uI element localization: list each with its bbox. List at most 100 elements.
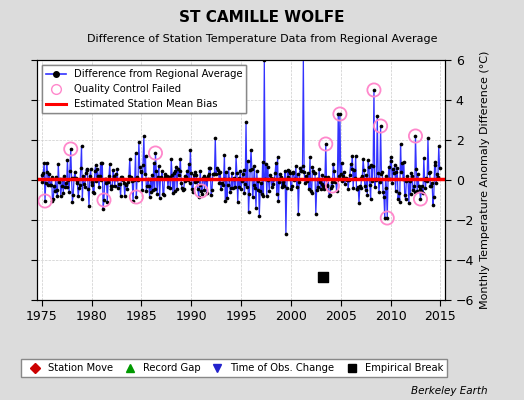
Point — [281, 168, 289, 174]
Point — [214, 170, 223, 176]
Point — [268, 176, 277, 182]
Point — [331, 178, 339, 185]
Point — [414, 171, 422, 178]
Point — [157, 174, 166, 180]
Point — [109, 167, 117, 173]
Point — [370, 183, 379, 190]
Point — [78, 196, 86, 202]
Point — [326, 185, 335, 191]
Point — [350, 167, 358, 174]
Point — [418, 183, 427, 189]
Point — [289, 170, 298, 176]
Point — [382, 185, 390, 192]
Point — [145, 182, 153, 189]
Point — [141, 153, 150, 159]
Point — [395, 190, 403, 196]
Point — [210, 171, 218, 178]
Point — [311, 170, 319, 176]
Point — [274, 153, 282, 160]
Point — [67, 146, 75, 152]
Point — [72, 178, 81, 184]
Point — [257, 180, 265, 186]
Point — [366, 196, 375, 202]
Point — [271, 170, 279, 176]
Point — [341, 181, 349, 188]
Legend: Difference from Regional Average, Quality Control Failed, Estimated Station Mean: Difference from Regional Average, Qualit… — [42, 65, 246, 113]
Point — [99, 206, 107, 212]
Point — [134, 177, 142, 184]
Point — [125, 172, 133, 179]
Point — [188, 186, 196, 193]
Point — [308, 164, 316, 170]
Point — [228, 169, 236, 176]
Point — [234, 175, 243, 181]
Point — [200, 172, 208, 179]
Point — [433, 170, 441, 177]
Point — [205, 165, 214, 171]
Point — [199, 175, 207, 181]
Point — [396, 199, 404, 206]
Point — [292, 183, 301, 190]
Point — [82, 166, 91, 172]
Point — [378, 169, 387, 175]
Point — [88, 182, 96, 188]
Point — [343, 176, 352, 182]
Point — [126, 156, 134, 162]
Point — [384, 176, 392, 182]
Point — [91, 168, 99, 174]
Point — [117, 174, 126, 180]
Point — [222, 169, 230, 176]
Point — [100, 197, 108, 203]
Point — [148, 172, 156, 178]
Point — [225, 176, 234, 182]
Point — [322, 141, 330, 147]
Point — [54, 161, 62, 167]
Point — [219, 182, 227, 188]
Point — [55, 179, 63, 186]
Point — [365, 164, 373, 170]
Point — [103, 199, 112, 205]
Point — [370, 87, 378, 93]
Point — [298, 162, 307, 169]
Point — [90, 190, 98, 196]
Point — [114, 184, 122, 191]
Point — [346, 161, 355, 167]
Point — [407, 170, 416, 176]
Point — [102, 180, 110, 186]
Point — [151, 150, 160, 156]
Point — [302, 173, 310, 180]
Point — [146, 176, 155, 182]
Point — [143, 183, 151, 190]
Point — [180, 178, 189, 184]
Point — [367, 162, 376, 168]
Point — [313, 176, 322, 182]
Point — [412, 166, 421, 173]
Point — [296, 165, 304, 171]
Point — [153, 190, 161, 197]
Point — [122, 180, 130, 187]
Point — [430, 194, 438, 200]
Point — [187, 170, 195, 176]
Point — [208, 187, 216, 194]
Point — [366, 182, 374, 188]
Point — [98, 160, 106, 166]
Point — [162, 174, 170, 180]
Point — [291, 176, 299, 182]
Point — [45, 171, 53, 177]
Point — [302, 178, 311, 185]
Point — [319, 274, 328, 280]
Point — [56, 176, 64, 182]
Point — [340, 169, 348, 176]
Point — [52, 187, 61, 193]
Point — [102, 176, 111, 182]
Point — [106, 160, 114, 167]
Point — [69, 192, 78, 198]
Point — [364, 157, 373, 163]
Point — [285, 168, 293, 174]
Point — [358, 173, 366, 180]
Point — [176, 156, 184, 162]
Point — [49, 196, 58, 202]
Point — [53, 192, 62, 199]
Point — [213, 164, 221, 171]
Point — [178, 185, 186, 192]
